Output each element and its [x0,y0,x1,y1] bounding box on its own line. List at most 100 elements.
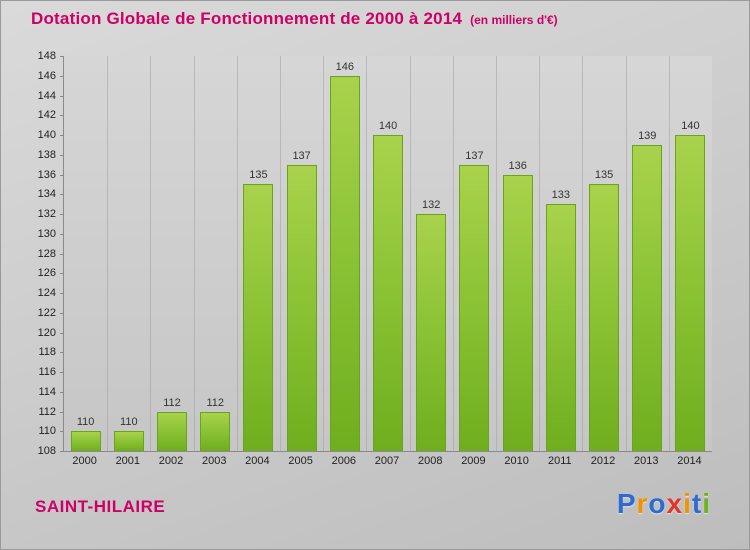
y-tick-label: 146 [37,69,56,82]
title-row: Dotation Globale de Fonctionnement de 20… [31,9,739,29]
chart-subtitle: (en milliers d'€) [470,13,558,27]
bar-value-label: 140 [681,120,700,132]
y-tick-mark [60,174,64,176]
column-separator [107,56,109,451]
y-tick-mark [60,154,64,156]
x-tick-label: 2012 [590,455,616,467]
logo-letter: x [666,488,684,519]
y-tick-label: 136 [37,168,56,181]
bar-slot: 132 [410,56,453,451]
bar-value-label: 139 [638,129,657,142]
bar-value-label: 132 [422,199,441,211]
y-tick-label: 142 [37,109,56,122]
logo-letter: i [702,488,711,519]
bar-value-label: 146 [335,60,354,73]
y-tick-label: 140 [37,129,56,141]
logo-letter: r [636,488,649,519]
bar-slot: 140 [366,56,409,451]
bar-2002 [157,411,187,451]
bar-value-label: 140 [378,120,398,132]
y-tick-label: 114 [38,385,56,398]
bar-slot: 137 [280,56,323,451]
bar-value-label: 112 [206,396,224,409]
bar-slot: 110 [64,56,107,451]
column-separator [150,56,152,451]
logo-letter: P [616,488,637,519]
chart-title: Dotation Globale de Fonctionnement de 20… [31,9,463,28]
bar-2003 [200,411,231,451]
x-tick-label: 2013 [634,455,659,467]
y-tick-mark [60,135,64,136]
y-tick-mark [60,75,64,77]
y-tick-mark [60,253,64,255]
bar-2006 [329,75,360,451]
column-separator [539,56,541,451]
y-tick-mark [60,273,64,275]
x-tick-label: 2007 [374,455,400,467]
x-tick-label: 2011 [548,455,572,467]
bar-value-label: 137 [292,149,311,162]
y-tick-mark [60,451,64,452]
bar-slot: 137 [453,56,496,451]
column-separator [625,56,627,451]
y-tick-label: 108 [37,445,56,457]
bar-slot: 136 [496,56,539,451]
bar-2004 [243,184,274,451]
y-tick-mark [60,115,64,117]
bar-2012 [589,184,620,451]
bar-value-label: 137 [465,149,484,162]
x-axis-labels: 2000 2001 2002 2003 2004 2005 2006 2007 2008 2009… [63,455,711,467]
bar-2009 [459,164,490,451]
y-tick-label: 128 [37,247,56,260]
x-tick-label: 2000 [72,455,97,467]
commune-name: SAINT-HILAIRE [35,497,166,516]
bar-2000 [70,431,101,451]
y-tick-mark [60,312,64,314]
y-tick-label: 124 [37,287,56,299]
y-tick-label: 116 [38,366,56,378]
column-separator [668,56,670,451]
column-separator [496,56,497,451]
y-tick-mark [60,293,64,294]
x-tick-label: 2001 [115,455,141,467]
column-separator [582,56,584,451]
y-tick-mark [60,372,64,373]
bar-value-label: 136 [508,159,527,172]
y-tick-label: 148 [37,50,56,62]
y-tick-label: 118 [38,346,56,359]
y-tick-mark [60,194,64,196]
y-tick-label: 132 [37,208,56,220]
bar-2011 [545,204,576,451]
bar-value-label: 110 [76,416,95,429]
column-separator [193,56,195,451]
x-tick-label: 2010 [504,455,529,467]
y-tick-label: 138 [37,148,56,161]
column-separator [366,56,368,451]
bar-slot: 135 [582,56,625,451]
bar-slot: 112 [194,56,237,451]
x-tick-label: 2006 [331,455,357,467]
y-tick-label: 126 [37,267,56,280]
x-tick-label: 2003 [201,455,227,467]
y-tick-mark [60,56,64,57]
y-tick-label: 122 [37,306,56,319]
bar-slot: 133 [539,56,582,451]
bar-slot: 110 [107,56,150,451]
y-tick-mark [60,391,64,393]
y-tick-label: 120 [37,326,56,339]
bar-2010 [502,174,533,451]
x-tick-label: 2005 [288,455,313,467]
y-tick-mark [60,352,64,354]
proxiti-logo[interactable]: Proxiti [617,488,711,520]
bar-value-label: 135 [594,169,614,182]
x-tick-label: 2009 [461,455,486,467]
bar-slot: 135 [237,56,280,451]
bar-slot: 139 [626,56,669,451]
y-tick-label: 134 [37,188,56,201]
column-separator [280,56,281,451]
y-tick-label: 110 [38,425,56,438]
bar-2001 [113,431,144,451]
bar-slot: 146 [323,56,366,451]
bar-2013 [632,144,663,451]
